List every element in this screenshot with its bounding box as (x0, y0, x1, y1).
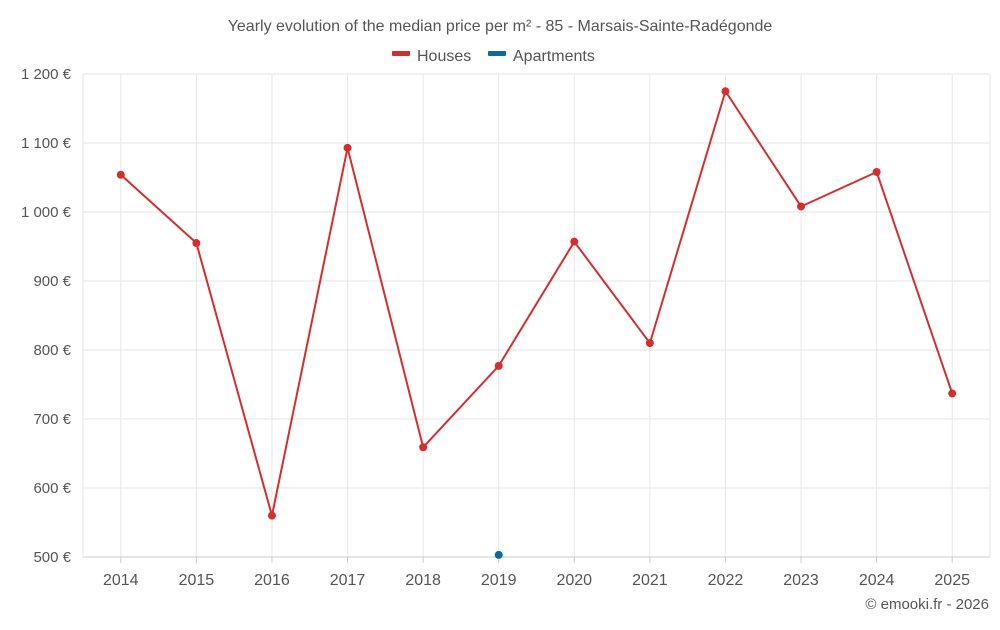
x-axis-ticks: 2014 2015 2016 2017 2018 2019 2020 2021 2022 2023… (103, 557, 970, 589)
series (116, 87, 957, 559)
x-tick-label: 2019 (481, 572, 517, 589)
x-tick-label: 2015 (179, 572, 215, 589)
credit-text: © emooki.fr - 2026 (865, 596, 989, 613)
legend: Houses Apartments (392, 48, 595, 65)
x-tick-label: 2024 (859, 572, 895, 589)
data-point-houses[interactable] (192, 239, 201, 248)
x-tick-label: 2021 (632, 572, 668, 589)
data-point-houses[interactable] (570, 237, 579, 246)
data-point-houses[interactable] (948, 389, 957, 398)
x-tick-label: 2016 (254, 572, 290, 589)
legend-label-apartments: Apartments (513, 48, 595, 65)
x-tick-label: 2018 (405, 572, 441, 589)
chart-title: Yearly evolution of the median price per… (228, 18, 773, 35)
y-tick-label: 1 000 € (21, 204, 72, 221)
data-point-apartments[interactable] (494, 550, 503, 559)
x-tick-label: 2014 (103, 572, 139, 589)
legend-swatch-houses (392, 51, 410, 56)
series-line-houses (120, 90, 954, 517)
legend-item-houses[interactable]: Houses (392, 48, 471, 65)
y-tick-label: 700 € (33, 411, 71, 428)
data-point-houses[interactable] (343, 143, 352, 152)
data-point-houses[interactable] (494, 361, 503, 370)
legend-swatch-apartments (488, 51, 506, 56)
grid (82, 73, 991, 558)
y-tick-label: 800 € (33, 342, 71, 359)
x-tick-label: 2025 (934, 572, 970, 589)
y-tick-label: 600 € (33, 480, 71, 497)
data-point-houses[interactable] (721, 87, 730, 96)
x-tick-label: 2023 (783, 572, 819, 589)
data-point-houses[interactable] (267, 511, 276, 520)
legend-label-houses: Houses (417, 48, 471, 65)
data-point-houses[interactable] (872, 167, 881, 176)
legend-item-apartments[interactable]: Apartments (488, 48, 595, 65)
x-tick-label: 2020 (556, 572, 592, 589)
data-point-houses[interactable] (797, 202, 806, 211)
y-tick-label: 1 200 € (21, 66, 72, 83)
y-tick-label: 900 € (33, 273, 71, 290)
y-tick-label: 1 100 € (21, 135, 72, 152)
y-axis-ticks: 500 € 600 € 700 € 800 € 900 € 1 000 € 1 100 € 1… (21, 66, 72, 566)
y-tick-label: 500 € (33, 549, 71, 566)
data-point-houses[interactable] (645, 339, 654, 348)
x-tick-label: 2022 (708, 572, 744, 589)
x-tick-label: 2017 (330, 572, 366, 589)
data-point-houses[interactable] (116, 170, 125, 179)
data-point-houses[interactable] (419, 443, 428, 452)
